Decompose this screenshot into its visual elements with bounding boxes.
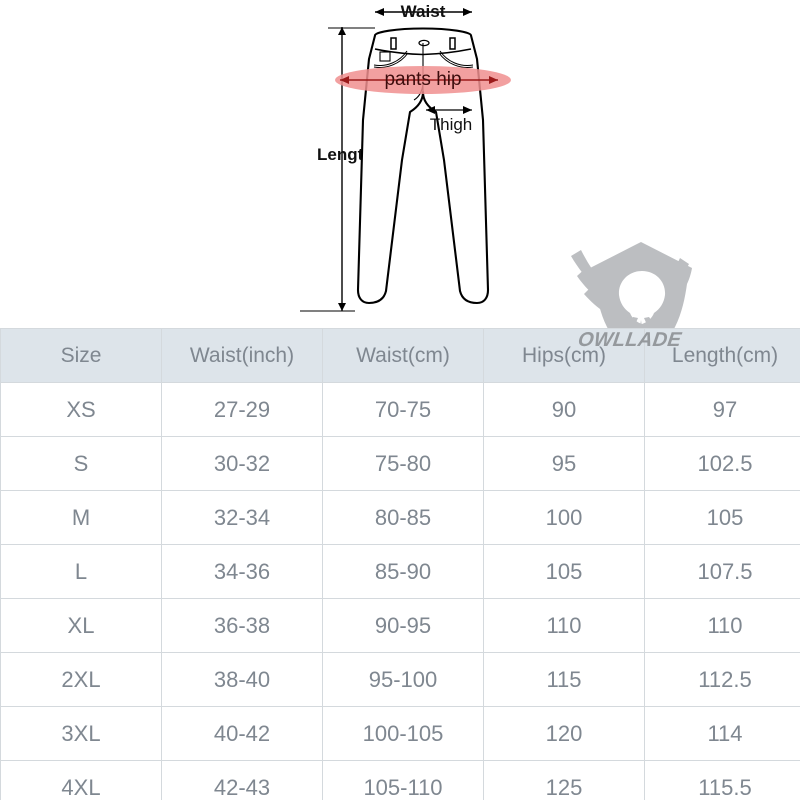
svg-text:Waist: Waist <box>401 2 446 21</box>
svg-text:pants hip: pants hip <box>384 69 461 90</box>
svg-text:Thigh: Thigh <box>430 115 473 134</box>
